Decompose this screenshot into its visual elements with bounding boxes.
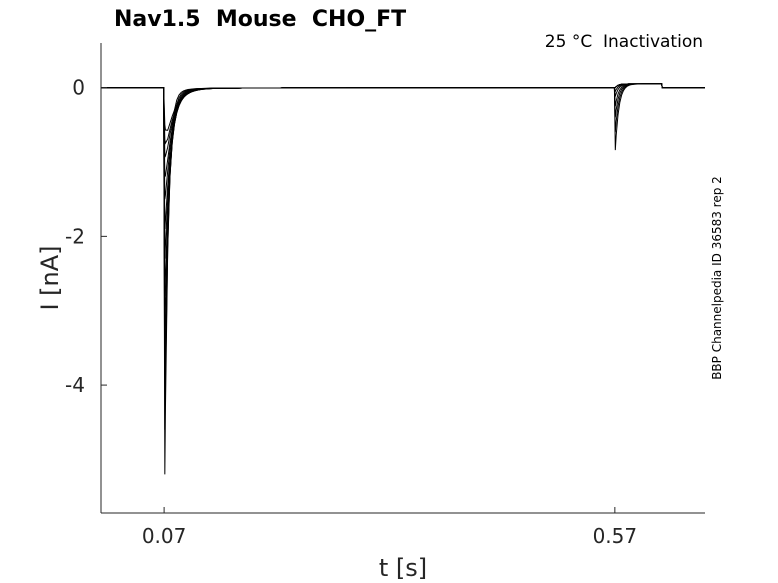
y-tick-label: -2 [65, 224, 85, 248]
x-axis-ticks: 0.07 0.57 [142, 507, 637, 548]
y-axis-label: I [nA] [36, 245, 64, 310]
current-trace [101, 83, 705, 430]
x-tick-label: 0.57 [593, 524, 638, 548]
current-trace [101, 83, 705, 475]
chart-subtitle: 25 °C Inactivation [545, 32, 703, 52]
y-tick-label: 0 [72, 76, 85, 100]
chart-title: Nav1.5 Mouse CHO_FT [114, 7, 406, 32]
current-trace [101, 83, 705, 131]
y-tick-label: -4 [65, 373, 85, 397]
source-note: BBP Channelpedia ID 36583 rep 2 [710, 176, 724, 380]
x-axis-label: t [s] [379, 554, 427, 582]
y-axis-ticks: 0 -2 -4 [65, 76, 107, 397]
plot-area [101, 83, 705, 475]
current-trace [101, 83, 705, 378]
x-tick-label: 0.07 [142, 524, 187, 548]
